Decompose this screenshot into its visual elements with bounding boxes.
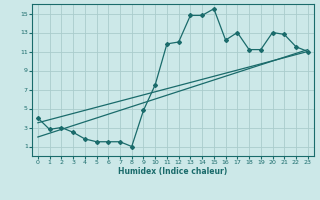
X-axis label: Humidex (Indice chaleur): Humidex (Indice chaleur) bbox=[118, 167, 228, 176]
